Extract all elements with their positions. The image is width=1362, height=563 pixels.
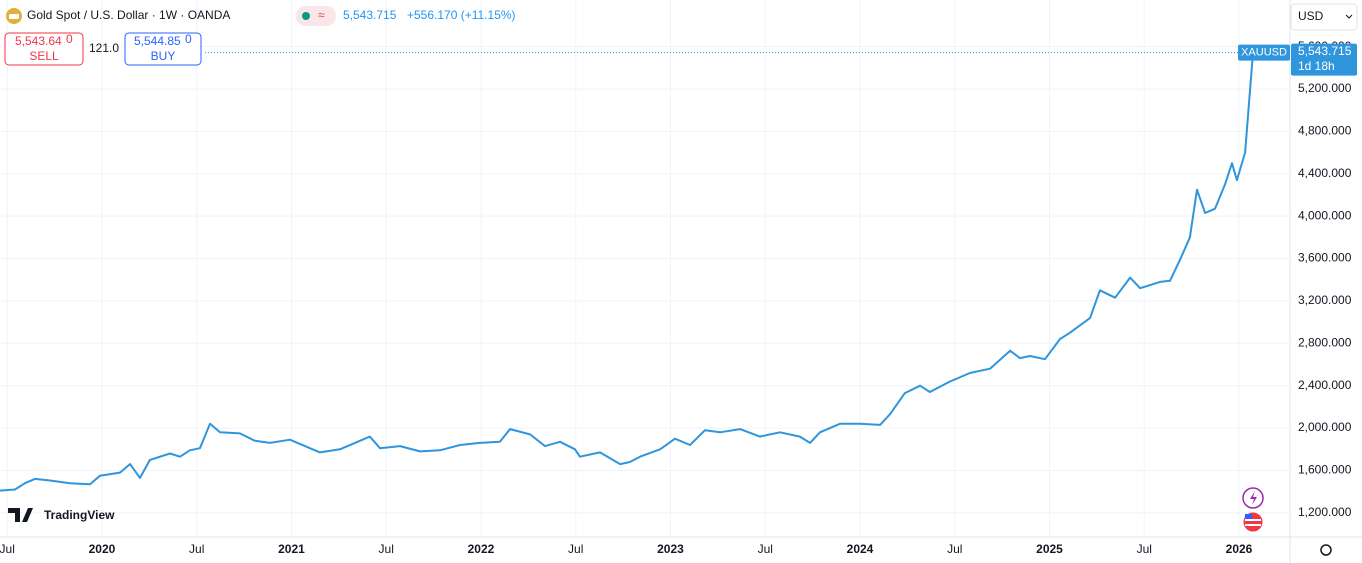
symbol-tag xyxy=(1238,44,1290,61)
y-tick-label: 5,200.000 xyxy=(1298,81,1352,95)
logo-text: TradingView xyxy=(44,508,115,522)
header-price: 5,543.715 xyxy=(343,8,397,22)
y-tick-label: 2,800.000 xyxy=(1298,335,1352,349)
countdown: 1d 18h xyxy=(1298,59,1335,73)
flag-canton xyxy=(1245,514,1252,519)
x-tick-label: 2023 xyxy=(657,542,684,556)
x-tick-label: Jul xyxy=(947,542,962,556)
last-price-label: 5,543.715 xyxy=(1298,44,1352,58)
x-tick-label: Jul xyxy=(568,542,583,556)
last-price-tag xyxy=(1291,43,1357,76)
x-tick-label: Jul xyxy=(1137,542,1152,556)
x-tick-label: Jul xyxy=(379,542,394,556)
header-change: +556.170 (+11.15%) xyxy=(407,8,516,22)
y-tick-label: 3,600.000 xyxy=(1298,251,1352,265)
y-tick-label: 3,200.000 xyxy=(1298,293,1352,307)
status-pill[interactable] xyxy=(296,6,336,26)
x-tick-label: 2020 xyxy=(89,542,116,556)
x-tick-label: 2025 xyxy=(1036,542,1063,556)
x-tick-label: 2022 xyxy=(468,542,495,556)
x-tick-label: Jul xyxy=(189,542,204,556)
x-tick-label: 2024 xyxy=(847,542,874,556)
y-tick-label: 2,000.000 xyxy=(1298,420,1352,434)
buy-button[interactable] xyxy=(124,32,202,66)
x-tick-label: Jul xyxy=(0,542,15,556)
y-tick-label: 4,000.000 xyxy=(1298,208,1352,222)
y-tick-label: 2,400.000 xyxy=(1298,378,1352,392)
x-tick-label: 2026 xyxy=(1226,542,1253,556)
symbol-tag-text: XAUUSD xyxy=(1241,46,1287,58)
sell-price: 5,543.64 xyxy=(15,34,62,48)
sell-sub: 0 xyxy=(66,32,73,46)
symbol-icon-bar xyxy=(9,14,19,19)
currency-button[interactable] xyxy=(1290,3,1358,31)
y-tick-label: 1,600.000 xyxy=(1298,463,1352,477)
y-tick-label: 4,400.000 xyxy=(1298,166,1352,180)
buy-price: 5,544.85 xyxy=(134,34,181,48)
settings-icon[interactable] xyxy=(1320,544,1332,556)
chevron xyxy=(1345,14,1353,19)
sell-button[interactable] xyxy=(4,32,84,66)
buy-label: BUY xyxy=(151,49,176,63)
lightning xyxy=(1250,491,1257,505)
price-line xyxy=(0,52,1254,492)
spread: 121.0 xyxy=(89,41,119,55)
currency: USD xyxy=(1298,9,1324,23)
market-status xyxy=(302,12,310,20)
flag-stripe xyxy=(1245,524,1261,526)
y-tick-label: 4,800.000 xyxy=(1298,124,1352,138)
buy-sub: 0 xyxy=(185,32,192,46)
x-tick-label: Jul xyxy=(758,542,773,556)
sell-label: SELL xyxy=(29,49,59,63)
symbol-title[interactable]: Gold Spot / U.S. Dollar · 1W · OANDA xyxy=(27,8,230,22)
x-tick-label: 2021 xyxy=(278,542,305,556)
y-tick-label: 1,200.000 xyxy=(1298,505,1352,519)
logo-mark xyxy=(8,508,33,522)
flag-stripe xyxy=(1245,519,1261,521)
delay-icon: ≈ xyxy=(318,8,325,22)
